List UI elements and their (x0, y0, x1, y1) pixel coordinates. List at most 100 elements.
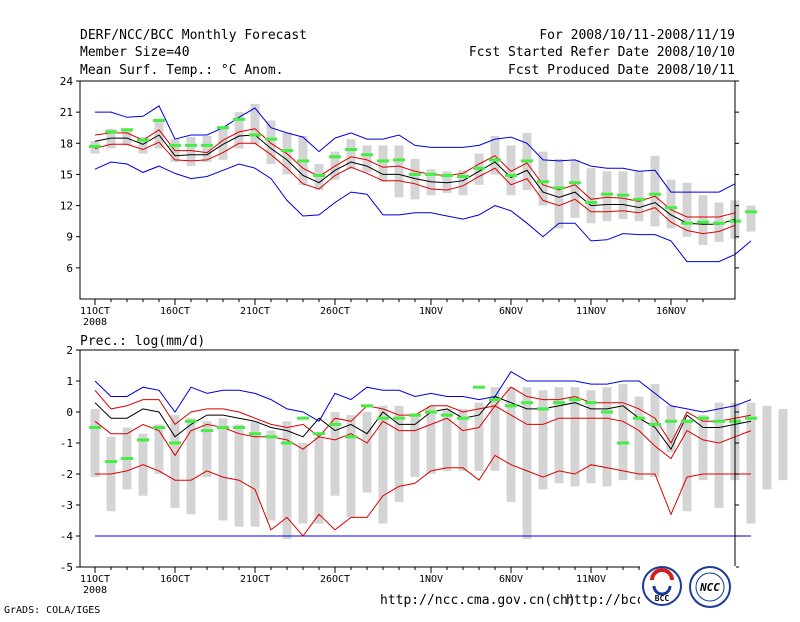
upper-spread-line (94, 386, 752, 444)
median-mark (425, 172, 437, 176)
y-tick-label: 15 (60, 168, 73, 181)
median-mark (553, 401, 565, 405)
median-mark (713, 419, 725, 423)
median-mark (297, 416, 309, 420)
median-mark (585, 401, 597, 405)
median-mark (441, 413, 453, 417)
spread-box (522, 387, 532, 540)
spread-box (154, 119, 164, 149)
median-mark (489, 158, 501, 162)
y-tick-label: 9 (66, 231, 73, 244)
spread-box (138, 137, 148, 154)
spread-box (586, 390, 596, 484)
x-tick-label: 11OCT (80, 574, 110, 585)
median-mark (265, 137, 277, 141)
spread-box (362, 145, 372, 173)
median-mark (329, 422, 341, 426)
spread-box (634, 171, 644, 222)
max-line (95, 105, 736, 193)
median-mark (601, 192, 613, 196)
median-mark (201, 143, 213, 147)
spread-box (474, 402, 484, 471)
ncc-logo-text: NCC (699, 581, 720, 594)
x-tick-label: 26OCT (320, 574, 350, 585)
ncc-logo: NCC (684, 566, 736, 610)
spread-box (346, 415, 356, 518)
median-mark (633, 416, 645, 420)
spread-box (634, 396, 644, 481)
median-mark (233, 117, 245, 121)
spread-box (506, 145, 516, 196)
median-mark (505, 173, 517, 177)
x-tick-year: 2008 (83, 585, 107, 596)
spread-box (218, 418, 228, 521)
median-mark (377, 159, 389, 163)
y-tick-label: -2 (60, 468, 73, 481)
spread-box (762, 405, 772, 490)
y-tick-label: 2 (66, 344, 73, 357)
spread-box (650, 384, 660, 478)
low-percentile-line (95, 454, 751, 537)
temp-panel-title: Mean Surf. Temp.: °C Anom. (80, 63, 284, 78)
spread-box (362, 412, 372, 493)
x-tick-label: 16OCT (160, 574, 190, 585)
median-mark (345, 148, 357, 152)
median-mark (393, 416, 405, 420)
median-mark (137, 438, 149, 442)
median-mark (665, 419, 677, 423)
spread-box (426, 405, 436, 474)
median-mark (409, 413, 421, 417)
median-mark (633, 197, 645, 201)
chart-title: DERF/NCC/BCC Monthly Forecast (80, 28, 307, 43)
spread-box (442, 408, 452, 471)
spread-box (122, 128, 132, 146)
median-mark (249, 133, 261, 137)
spread-box (602, 387, 612, 487)
grads-credit: GrADS: COLA/IGES (4, 605, 100, 616)
spread-box (458, 408, 468, 471)
bcc-logo: BCC (640, 566, 684, 610)
median-mark (537, 407, 549, 411)
spread-box (410, 415, 420, 478)
spread-box (106, 128, 116, 149)
lower-spread-line (94, 405, 752, 460)
y-tick-label: 24 (60, 75, 74, 88)
median-mark (217, 126, 229, 130)
spread-box (490, 387, 500, 471)
median-mark (697, 416, 709, 420)
spread-box (218, 126, 228, 160)
spread-box (538, 390, 548, 490)
median-mark (489, 398, 501, 402)
spread-box (538, 151, 548, 206)
spread-box (266, 120, 276, 165)
median-mark (601, 410, 613, 414)
spread-box (746, 402, 756, 524)
median-mark (537, 180, 549, 184)
spread-box (186, 418, 196, 515)
plot-frame (79, 80, 736, 300)
precip-panel-title: Prec.: log(mm/d) (80, 334, 205, 349)
median-mark (297, 159, 309, 163)
spread-box (90, 408, 100, 478)
median-mark (121, 128, 133, 132)
spread-box (746, 205, 756, 232)
x-tick-label: 16NOV (656, 306, 686, 317)
ensemble-mean-line (94, 395, 752, 451)
median-mark (473, 166, 485, 170)
lower-spread-line (94, 141, 736, 235)
median-mark (377, 416, 389, 420)
median-mark (393, 158, 405, 162)
y-tick-label: 21 (60, 106, 73, 119)
plot-frame (79, 349, 736, 568)
spread-box (330, 412, 340, 496)
median-mark (521, 159, 533, 163)
spread-box (266, 430, 276, 521)
median-mark (345, 435, 357, 439)
median-mark (713, 221, 725, 225)
produced-date: Fcst Produced Date 2008/10/11 (508, 63, 735, 78)
spread-box (666, 405, 676, 453)
spread-box (298, 443, 308, 524)
median-mark (105, 130, 117, 134)
